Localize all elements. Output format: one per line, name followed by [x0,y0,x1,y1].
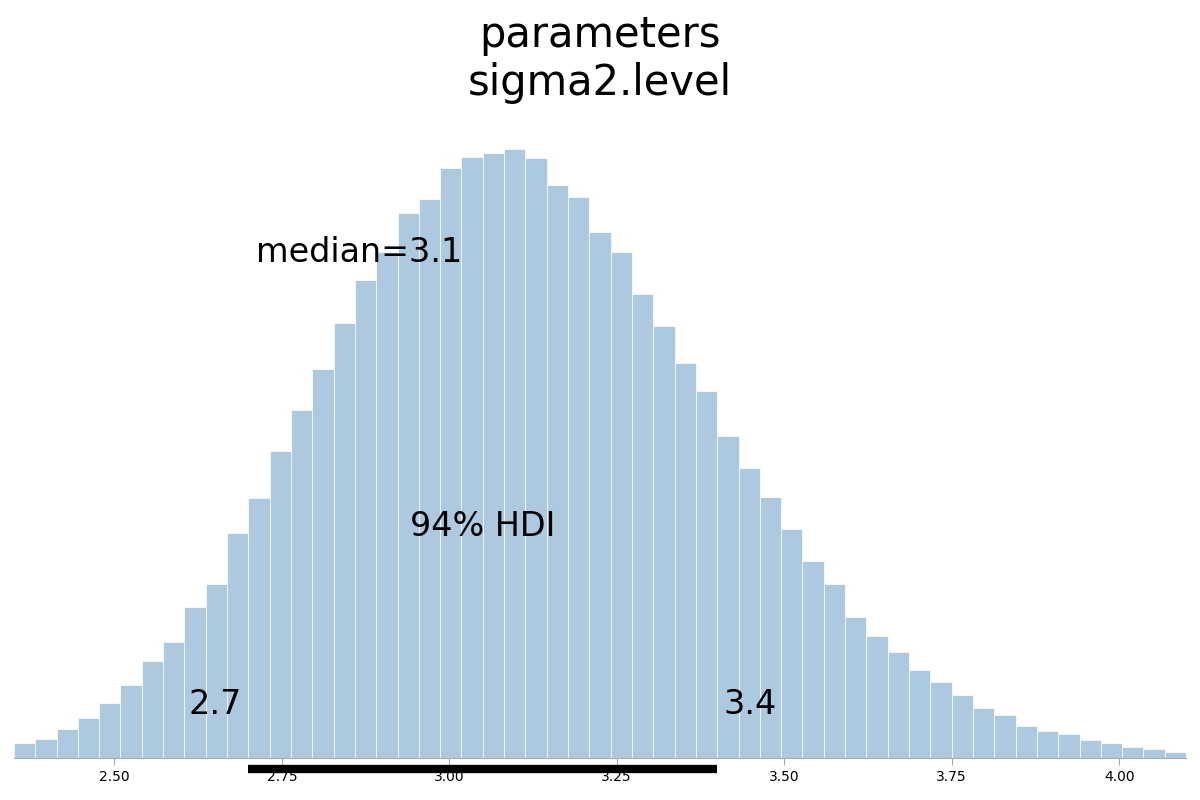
Bar [290,410,312,758]
Bar [163,642,185,758]
Bar [440,168,462,758]
Bar [738,468,760,758]
Bar [611,252,632,758]
Bar [718,436,738,758]
Bar [547,185,568,758]
Bar [1037,731,1058,758]
Text: 2.7: 2.7 [188,689,241,722]
Bar [696,391,718,758]
Bar [910,670,930,758]
Bar [14,743,35,758]
Bar [227,533,248,758]
Bar [1058,734,1080,758]
Bar [930,682,952,758]
Bar [205,583,227,758]
Bar [845,617,866,758]
Bar [35,738,56,758]
Bar [823,584,845,758]
Bar [653,326,674,758]
Bar [377,252,397,758]
Bar [1165,752,1186,758]
Bar [674,363,696,758]
Bar [952,695,973,758]
Bar [1144,749,1165,758]
Bar [995,715,1015,758]
Bar [482,153,504,758]
Bar [78,718,100,758]
Bar [888,651,910,758]
Bar [504,149,526,758]
Text: median=3.1: median=3.1 [257,236,463,269]
Bar [1080,741,1100,758]
Bar [1015,726,1037,758]
Bar [100,702,120,758]
Bar [56,730,78,758]
Text: 94% HDI: 94% HDI [410,510,556,543]
Bar [526,158,547,758]
Bar [1100,743,1122,758]
Bar [760,497,781,758]
Text: 3.4: 3.4 [724,689,778,722]
Title: parameters
sigma2.level: parameters sigma2.level [468,14,732,105]
Bar [334,323,355,758]
Bar [248,498,270,758]
Bar [120,685,142,758]
Bar [419,199,440,758]
Bar [1122,747,1144,758]
Bar [781,530,803,758]
Bar [270,451,290,758]
Bar [355,280,377,758]
Bar [866,636,888,758]
Bar [397,213,419,758]
Bar [632,294,653,758]
Bar [568,198,589,758]
Bar [142,662,163,758]
Bar [312,369,334,758]
Bar [462,157,482,758]
Bar [185,607,205,758]
Bar [589,232,611,758]
Bar [973,708,995,758]
Bar [803,562,823,758]
